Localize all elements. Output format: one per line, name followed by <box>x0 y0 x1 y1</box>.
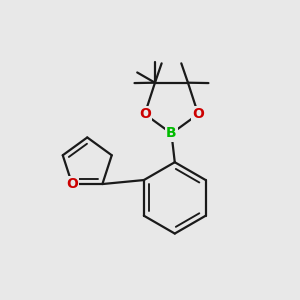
Text: O: O <box>139 107 151 121</box>
Text: B: B <box>166 127 177 140</box>
Text: O: O <box>192 107 204 121</box>
Text: O: O <box>66 177 78 191</box>
